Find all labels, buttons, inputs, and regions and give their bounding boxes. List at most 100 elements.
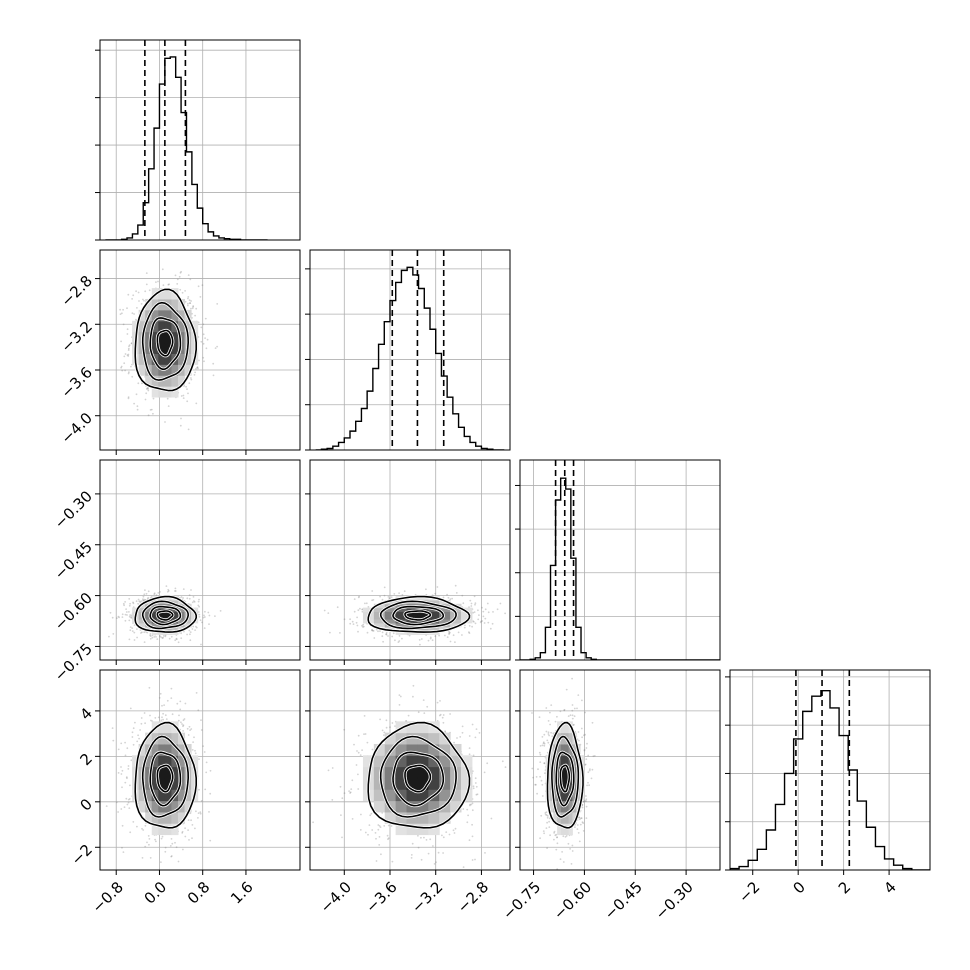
sample-point bbox=[202, 342, 205, 345]
sample-point bbox=[161, 704, 163, 707]
sample-point bbox=[157, 716, 160, 719]
density-cell bbox=[158, 721, 166, 734]
sample-point bbox=[438, 714, 441, 717]
sample-point bbox=[191, 601, 194, 604]
sample-point bbox=[123, 355, 126, 358]
density-cell bbox=[171, 777, 179, 790]
sample-point bbox=[478, 732, 481, 734]
density-cell bbox=[164, 353, 172, 365]
sample-point bbox=[139, 729, 142, 731]
sample-point bbox=[137, 734, 140, 737]
sample-point bbox=[362, 626, 364, 628]
sample-point bbox=[484, 608, 487, 611]
sample-point bbox=[378, 844, 381, 846]
sample-point bbox=[445, 831, 448, 833]
contour-line bbox=[149, 317, 182, 371]
sample-point bbox=[363, 733, 365, 735]
sample-point bbox=[408, 634, 411, 637]
sample-point bbox=[127, 347, 130, 350]
sample-point bbox=[187, 302, 189, 305]
panel-frame bbox=[99, 669, 301, 871]
sample-point bbox=[179, 700, 182, 703]
sample-point bbox=[201, 284, 204, 287]
sample-point bbox=[521, 592, 523, 594]
sample-point bbox=[423, 712, 426, 714]
density-cell bbox=[158, 607, 166, 612]
sample-point bbox=[453, 741, 455, 744]
sample-point bbox=[468, 735, 471, 737]
sample-point bbox=[370, 812, 373, 815]
sample-point bbox=[454, 827, 457, 830]
sample-point bbox=[125, 611, 128, 613]
density-cell bbox=[439, 611, 451, 616]
sample-point bbox=[202, 745, 205, 747]
contour-line bbox=[149, 751, 182, 807]
sample-point bbox=[462, 808, 465, 810]
sample-point bbox=[134, 721, 136, 724]
sample-point bbox=[119, 313, 122, 315]
sample-point bbox=[120, 340, 122, 343]
sample-point bbox=[388, 597, 391, 600]
sample-point bbox=[188, 839, 190, 841]
sample-point bbox=[154, 717, 157, 719]
density-cell bbox=[145, 353, 153, 365]
sample-point bbox=[469, 803, 471, 806]
sample-point bbox=[447, 596, 450, 599]
density-cell bbox=[177, 743, 186, 756]
sample-point bbox=[149, 633, 152, 635]
sample-point bbox=[190, 377, 192, 379]
density-cell bbox=[184, 622, 192, 628]
density-cell bbox=[373, 619, 386, 624]
sample-point bbox=[208, 614, 211, 617]
sample-point bbox=[385, 633, 388, 636]
sample-point bbox=[174, 841, 176, 844]
sample-point bbox=[194, 629, 197, 631]
density-cell bbox=[158, 755, 166, 768]
sample-point bbox=[129, 831, 132, 834]
density-cell bbox=[145, 375, 153, 387]
density-cell bbox=[177, 375, 186, 387]
sample-point bbox=[186, 304, 189, 307]
sample-point bbox=[341, 797, 344, 800]
sample-point bbox=[167, 590, 170, 592]
density-cell bbox=[428, 599, 440, 605]
sample-point bbox=[141, 827, 143, 830]
sample-point bbox=[189, 302, 192, 304]
sample-point bbox=[147, 590, 150, 593]
density-cell bbox=[171, 611, 179, 616]
sample-point bbox=[357, 596, 360, 599]
density-cell bbox=[171, 811, 179, 824]
sample-point bbox=[453, 832, 456, 834]
sample-point bbox=[410, 857, 413, 859]
sample-point bbox=[327, 612, 330, 614]
sample-point bbox=[434, 635, 437, 638]
panel-frame bbox=[99, 249, 301, 451]
sample-point bbox=[128, 638, 131, 641]
sample-point bbox=[475, 793, 478, 796]
density-cell bbox=[439, 619, 451, 624]
sample-point bbox=[162, 284, 165, 287]
sample-point bbox=[385, 632, 388, 634]
sample-point bbox=[126, 328, 129, 331]
sample-point bbox=[437, 851, 440, 854]
density-cell bbox=[145, 755, 153, 768]
sample-point bbox=[148, 289, 151, 292]
sample-point bbox=[153, 636, 156, 638]
sample-point bbox=[339, 785, 342, 788]
density-cell bbox=[138, 309, 146, 322]
sample-point bbox=[379, 826, 382, 828]
sample-point bbox=[152, 397, 155, 400]
density-cell bbox=[145, 611, 153, 616]
sample-point bbox=[188, 725, 191, 728]
sample-point bbox=[363, 715, 366, 717]
sample-point bbox=[473, 611, 476, 613]
density-cell bbox=[164, 288, 172, 300]
sample-point bbox=[120, 808, 123, 810]
sample-point bbox=[160, 837, 163, 840]
sample-point bbox=[129, 614, 132, 616]
sample-point bbox=[128, 344, 131, 346]
density-cell bbox=[164, 619, 172, 624]
sample-point bbox=[371, 629, 373, 632]
sample-point bbox=[387, 824, 390, 827]
sample-point bbox=[441, 834, 443, 837]
